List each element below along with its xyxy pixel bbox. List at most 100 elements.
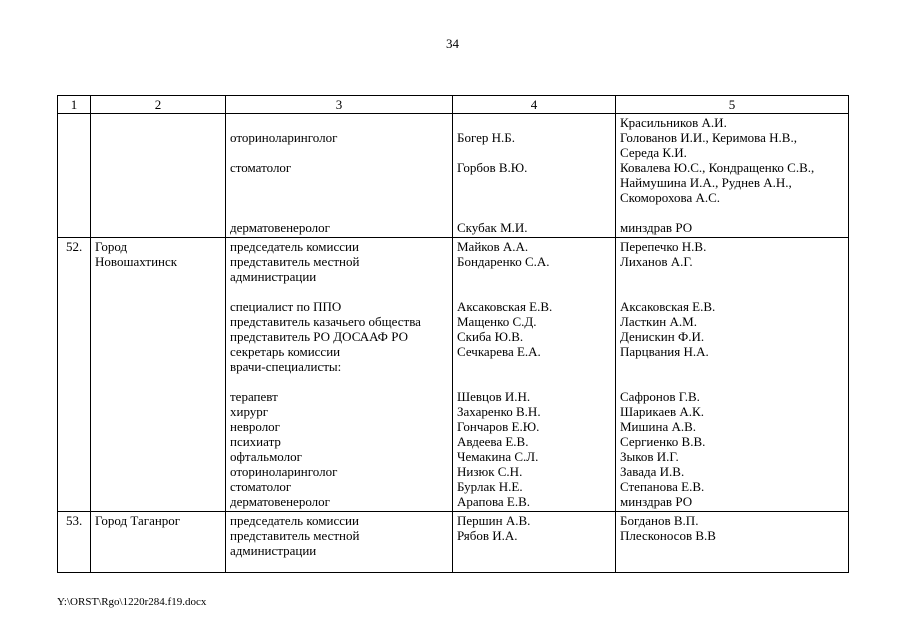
position-line [230,115,448,130]
approver-line: Середа К.И. [620,145,687,160]
candidate-line [457,145,611,160]
candidate-line: Арапова Е.В. [457,494,531,509]
position-line: офтальмолог [230,449,302,464]
candidates-cell: Першин А.В. Рябов И.А. [452,511,616,573]
table-row: 53. Город Таганрог председатель комиссии пр… [57,511,849,573]
approver-line: Денискин Ф.И. [620,329,705,344]
approver-line: Богданов В.П. [620,513,699,528]
position-line: психиатр [230,434,281,449]
position-line: представитель местной [230,528,360,543]
candidates-cell: Майков А.А. Бондаренко С.А. Аксаковская Е.… [452,237,616,512]
position-line: администрации [230,269,317,284]
candidate-line [457,284,611,299]
approver-line: Красильников А.И. [620,115,727,130]
position-line [230,205,448,220]
position-line: хирург [230,404,269,419]
position-line: председатель комиссии [230,239,359,254]
positions-cell: председатель комиссии представитель местн… [225,237,453,512]
position-line [230,284,448,299]
candidate-line [457,175,611,190]
candidate-line: Горбов В.Ю. [457,160,528,175]
city-line: Город [95,239,128,254]
candidate-line: Бурлак Н.Е. [457,479,523,494]
approver-line: Зыков И.Г. [620,449,679,464]
position-line: администрации [230,543,317,558]
column-header: 5 [615,95,849,114]
column-header: 1 [57,95,91,114]
candidate-line [457,374,611,389]
approver-line: Сергиенко В.В. [620,434,706,449]
position-line: представитель РО ДОСААФ РО [230,329,408,344]
candidate-line: Аксаковская Е.В. [457,299,553,314]
approver-line: Ласткин А.М. [620,314,697,329]
commission-table: 1 2 3 4 5 оториноларинголог стоматолог дерматов… [57,95,849,573]
position-line: оториноларинголог [230,464,338,479]
row-number-cell [57,113,91,238]
candidate-line [457,269,611,284]
approver-line: Парцвания Н.А. [620,344,709,359]
approver-line: Плесконосов В.В [620,528,716,543]
candidate-line: Рябов И.А. [457,528,518,543]
positions-cell: оториноларинголог стоматолог дерматовенеро… [225,113,453,238]
approver-line [620,374,844,389]
candidate-line: Богер Н.Б. [457,130,515,145]
approver-line [620,359,844,374]
candidate-line: Першин А.В. [457,513,531,528]
position-line: стоматолог [230,160,292,175]
commission-table-body: 1 2 3 4 5 оториноларинголог стоматолог дерматов… [57,95,849,573]
positions-cell: председатель комиссии представитель местн… [225,511,453,573]
approvers-cell: Перепечко Н.В. Лиханов А.Г. Аксаковская Е.… [615,237,849,512]
approver-line: Голованов И.И., Керимова Н.В., [620,130,797,145]
candidate-line: Бондаренко С.А. [457,254,550,269]
position-line: председатель комиссии [230,513,359,528]
position-line: дерматовенеролог [230,220,330,235]
candidate-line [457,190,611,205]
candidate-line: Захаренко В.Н. [457,404,541,419]
column-header: 2 [90,95,226,114]
city-cell [90,113,226,238]
candidate-line [457,205,611,220]
candidate-line: Сечкарева Е.А. [457,344,541,359]
city-cell: Город Таганрог [90,511,226,573]
candidate-line: Чемакина С.Л. [457,449,539,464]
position-line: секретарь комиссии [230,344,341,359]
position-line: дерматовенеролог [230,494,330,509]
file-path: Y:\ORST\Rgo\1220r284.f19.docx [57,596,207,608]
table-row: 52. Город Новошахтинск председатель комисси… [57,237,849,512]
approver-line [620,269,844,284]
approver-line: Сафронов Г.В. [620,389,700,404]
approver-line: Степанова Е.В. [620,479,705,494]
approver-line: Мишина А.В. [620,419,697,434]
candidates-cell: Богер Н.Б. Горбов В.Ю. Скубак М.И. [452,113,616,238]
candidate-line: Низюк С.Н. [457,464,523,479]
candidate-line: Мащенко С.Д. [457,314,537,329]
approver-line: Лиханов А.Г. [620,254,693,269]
table-row: оториноларинголог стоматолог дерматовенеро… [57,113,849,238]
position-line: представитель казачьего общества [230,314,421,329]
position-line [230,145,448,160]
approvers-cell: Богданов В.П. Плесконосов В.В [615,511,849,573]
candidate-line: Майков А.А. [457,239,529,254]
approver-line: Наймушина И.А., Руднев А.Н., [620,175,792,190]
position-line [230,175,448,190]
candidate-line: Скиба Ю.В. [457,329,524,344]
candidate-line [457,359,611,374]
approver-line: Ковалева Ю.С., Кондращенко С.В., [620,160,815,175]
position-line: представитель местной [230,254,360,269]
page-number: 34 [446,36,459,51]
city-cell: Город Новошахтинск [90,237,226,512]
position-line: терапевт [230,389,278,404]
candidate-line [457,543,611,558]
position-line: невролог [230,419,281,434]
approvers-cell: Красильников А.И. Голованов И.И., Керимов… [615,113,849,238]
approver-line: Скоморохова А.С. [620,190,721,205]
candidate-line: Шевцов И.Н. [457,389,531,404]
column-header: 4 [452,95,616,114]
position-line [230,190,448,205]
city-line: Новошахтинск [95,254,178,269]
position-line: специалист по ППО [230,299,342,314]
approver-line [620,205,844,220]
approver-line [620,284,844,299]
approver-line: Аксаковская Е.В. [620,299,716,314]
